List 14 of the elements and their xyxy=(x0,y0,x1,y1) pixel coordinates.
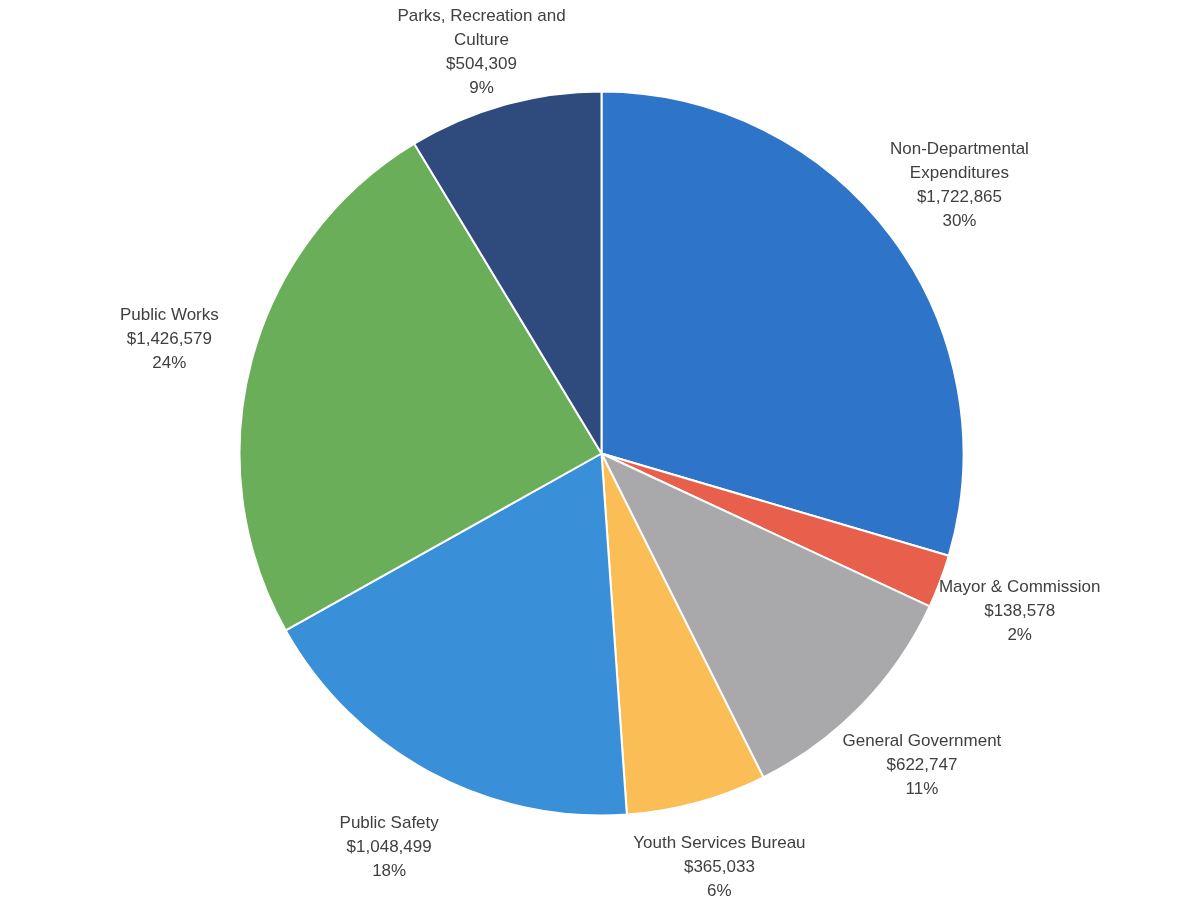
slice-label: Youth Services Bureau xyxy=(633,832,806,852)
slice-label: Non-Departmental Expenditures xyxy=(890,139,1029,183)
data-label: $365,033 6% xyxy=(683,856,755,900)
slice-label: Parks, Recreation and Culture xyxy=(397,5,566,49)
data-label: $1,048,499 18% xyxy=(346,836,432,880)
data-label: $622,747 11% xyxy=(886,754,958,798)
slice-label: Public Safety xyxy=(339,812,440,832)
data-label: $1,426,579 24% xyxy=(126,329,212,373)
slice-label: Mayor & Commission xyxy=(938,577,1101,597)
data-label: $1,722,865 30% xyxy=(916,187,1002,231)
slice-label: Public Works xyxy=(119,305,219,325)
data-label: $138,578 2% xyxy=(984,601,1056,645)
data-label: $504,309 9% xyxy=(446,53,517,97)
slice-label: General Government xyxy=(842,730,1002,750)
